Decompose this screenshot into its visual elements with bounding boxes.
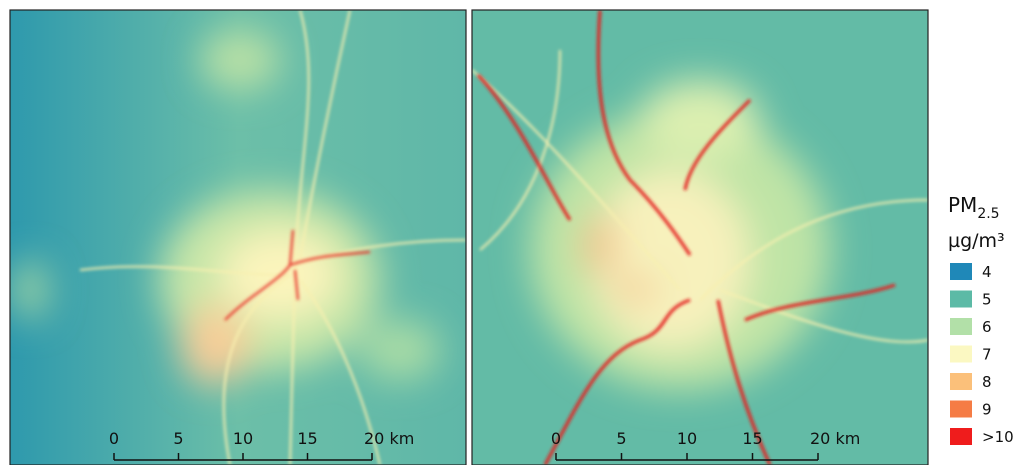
scale-bar-label: 5 bbox=[616, 429, 626, 448]
legend-label: >10 bbox=[982, 428, 1014, 446]
map-right bbox=[472, 10, 928, 465]
legend-swatch bbox=[950, 318, 972, 335]
scale-bar-label: 20 km bbox=[364, 429, 414, 448]
legend-swatch bbox=[950, 263, 972, 280]
scale-bar-label: 15 bbox=[297, 429, 317, 448]
scale-bar-label: 0 bbox=[551, 429, 561, 448]
legend-label: 9 bbox=[982, 401, 992, 419]
legend-label: 5 bbox=[982, 291, 992, 309]
legend-swatch bbox=[950, 346, 972, 363]
legend-label: 7 bbox=[982, 346, 992, 364]
legend-title: PM2.5 bbox=[948, 193, 1000, 222]
scale-bar-label: 5 bbox=[173, 429, 183, 448]
legend-swatch bbox=[950, 428, 972, 445]
legend-label: 4 bbox=[982, 263, 992, 281]
legend-swatch bbox=[950, 401, 972, 418]
scale-bar-label: 15 bbox=[742, 429, 762, 448]
legend-swatch bbox=[950, 373, 972, 390]
figure: PM2.5 µg/m³ 4 5 6 7 8 9 >10 0 5 10 15 20 km 0 5 10 15 20… bbox=[0, 0, 1026, 465]
legend-unit: µg/m³ bbox=[948, 230, 1005, 252]
legend-label: 6 bbox=[982, 318, 992, 336]
scale-bar-label: 10 bbox=[233, 429, 253, 448]
scale-bar-label: 20 km bbox=[810, 429, 860, 448]
map-left bbox=[10, 10, 466, 465]
legend-swatch bbox=[950, 291, 972, 308]
scale-bar-label: 10 bbox=[677, 429, 697, 448]
scale-bar-label: 0 bbox=[109, 429, 119, 448]
legend-label: 8 bbox=[982, 373, 992, 391]
